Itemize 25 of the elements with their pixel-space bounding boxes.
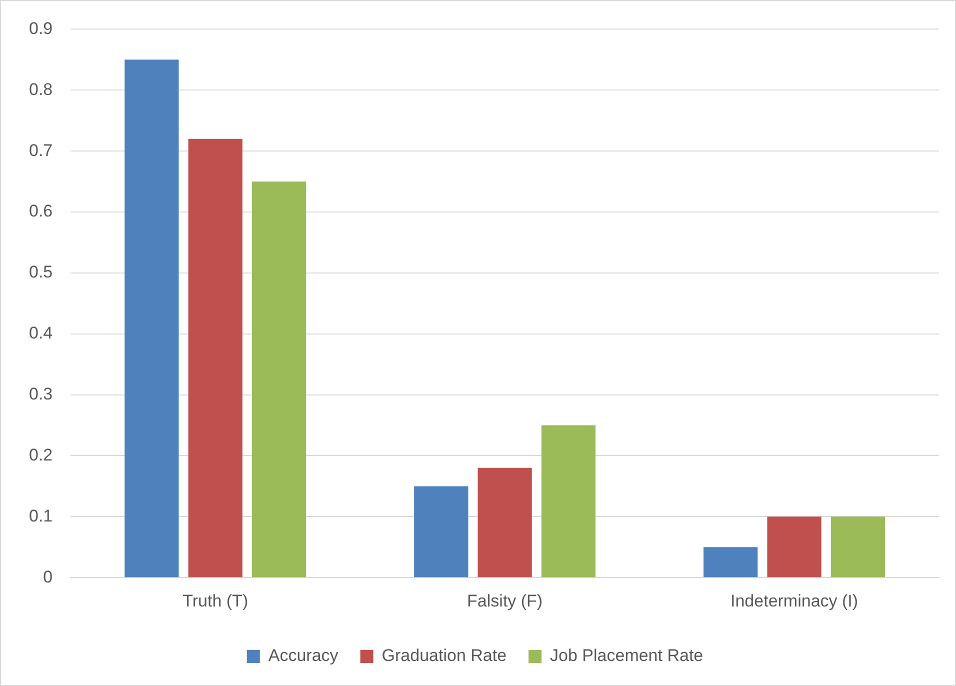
bar <box>124 60 179 578</box>
x-tick-label: Indeterminacy (I) <box>730 591 858 610</box>
y-tick-label: 0.6 <box>28 202 53 221</box>
y-tick-label: 0.4 <box>28 324 53 343</box>
bar <box>252 182 306 578</box>
bar <box>767 516 822 578</box>
x-tick-label: Falsity (F) <box>467 591 543 610</box>
bar <box>478 468 532 578</box>
legend-label: Job Placement Rate <box>550 646 704 666</box>
y-tick-label: 0.5 <box>28 262 53 282</box>
y-tick-label: 0 <box>43 567 53 586</box>
y-tick-label: 0.1 <box>28 506 53 526</box>
legend-label: Graduation Rate <box>382 646 507 666</box>
bar <box>414 486 468 578</box>
bar <box>541 425 596 578</box>
y-tick-label: 0.8 <box>28 80 53 99</box>
bar <box>830 516 886 578</box>
y-tick-label: 0.7 <box>28 140 53 160</box>
y-tick-label: 0.3 <box>28 384 53 404</box>
legend-label: Accuracy <box>268 646 339 666</box>
y-tick-label: 0.9 <box>28 18 53 38</box>
x-tick-label: Truth (T) <box>182 591 248 610</box>
y-tick-label: 0.2 <box>28 445 53 464</box>
bar <box>188 138 242 578</box>
bar <box>704 547 758 578</box>
